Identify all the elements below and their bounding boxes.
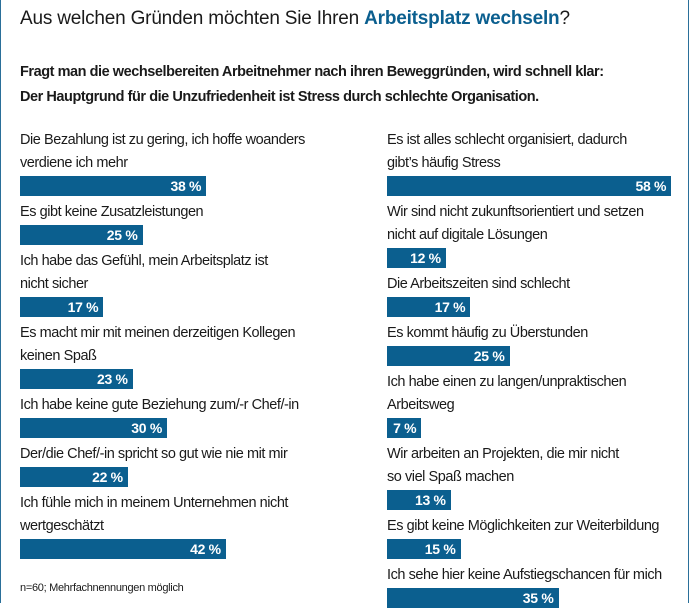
title-highlight: Arbeitsplatz wechseln xyxy=(364,8,560,29)
category-label: Es macht mir mit meinen derzeitigen Koll… xyxy=(20,325,296,341)
bar: 25 % xyxy=(20,225,143,245)
bar: 13 % xyxy=(387,490,451,510)
category-label: nicht auf digitale Lösungen xyxy=(387,227,548,243)
bar: 17 % xyxy=(387,297,471,317)
bar: 30 % xyxy=(20,418,167,438)
data-label: 25 % xyxy=(473,348,505,364)
bar: 12 % xyxy=(387,248,446,268)
category-label: Ich habe einen zu langen/unpraktischen xyxy=(387,374,627,390)
chart-item: Die Bezahlung ist zu gering, ich hoffe w… xyxy=(20,129,320,196)
data-label: 7 % xyxy=(393,420,417,436)
bar: 35 % xyxy=(387,588,559,608)
data-label: 23 % xyxy=(96,371,128,387)
subtitle-line: Der Hauptgrund für die Unzufriedenheit i… xyxy=(20,89,539,105)
chart-item: Wir sind nicht zukunftsorientiert und se… xyxy=(387,201,687,268)
data-label: 38 % xyxy=(170,178,202,194)
category-label: Wir arbeiten an Projekten, die mir nicht xyxy=(387,446,619,462)
category-label: so viel Spaß machen xyxy=(387,469,514,485)
category-label: Wir sind nicht zukunftsorientiert und se… xyxy=(387,204,644,220)
frame-border-left xyxy=(0,0,1,603)
chart-item: Es gibt keine Möglichkeiten zur Weiterbi… xyxy=(387,515,687,559)
data-label: 25 % xyxy=(106,227,138,243)
category-label: Die Bezahlung ist zu gering, ich hoffe w… xyxy=(20,132,305,148)
chart-item: Wir arbeiten an Projekten, die mir nicht… xyxy=(387,443,687,510)
category-label: Ich habe keine gute Beziehung zum/-r Che… xyxy=(20,397,299,413)
category-label: keinen Spaß xyxy=(20,348,97,364)
title-end: ? xyxy=(559,8,570,29)
bar: 42 % xyxy=(20,539,226,559)
bar: 25 % xyxy=(387,346,510,366)
chart-item: Ich fühle mich in meinem Unternehmen nic… xyxy=(20,492,320,559)
chart-item: Es macht mir mit meinen derzeitigen Koll… xyxy=(20,322,320,389)
category-label: Es ist alles schlecht organisiert, dadur… xyxy=(387,132,627,148)
chart-item: Ich sehe hier keine Aufstiegschancen für… xyxy=(387,564,687,608)
chart-item: Ich habe keine gute Beziehung zum/-r Che… xyxy=(20,394,320,438)
data-label: 42 % xyxy=(190,541,221,557)
category-label: gibt’s häufig Stress xyxy=(387,155,501,171)
chart-item: Es gibt keine Zusatzleistungen 25 % xyxy=(20,201,320,245)
chart-item: Ich habe das Gefühl, mein Arbeitsplatz i… xyxy=(20,250,320,317)
frame-border-right xyxy=(688,0,689,603)
bar: 7 % xyxy=(387,418,422,438)
bar: 22 % xyxy=(20,467,128,487)
bar: 15 % xyxy=(387,539,461,559)
category-label: Es gibt keine Zusatzleistungen xyxy=(20,204,204,220)
category-label: Ich fühle mich in meinem Unternehmen nic… xyxy=(20,495,289,511)
title-text: Aus welchen Gründen möchten Sie Ihren xyxy=(20,8,365,29)
category-label: wertgeschätzt xyxy=(20,518,104,534)
data-label: 15 % xyxy=(424,541,456,557)
data-label: 12 % xyxy=(410,250,441,266)
category-label: Die Arbeitszeiten sind schlecht xyxy=(387,276,570,292)
left-column: Die Bezahlung ist zu gering, ich hoffe w… xyxy=(20,129,320,564)
category-label: nicht sicher xyxy=(20,276,88,292)
data-label: 30 % xyxy=(131,420,162,436)
subtitle-line: Fragt man die wechselbereiten Arbeitnehm… xyxy=(20,64,604,80)
bar: 38 % xyxy=(20,176,207,196)
chart-item: Es ist alles schlecht organisiert, dadur… xyxy=(387,129,687,196)
category-label: Es gibt keine Möglichkeiten zur Weiterbi… xyxy=(387,518,660,534)
bar: 23 % xyxy=(20,369,133,389)
category-label: Arbeitsweg xyxy=(387,397,455,413)
data-label: 22 % xyxy=(92,469,123,485)
data-label: 17 % xyxy=(67,299,99,315)
chart-item: Ich habe einen zu langen/unpraktischen Ar… xyxy=(387,371,687,438)
data-label: 17 % xyxy=(434,299,466,315)
chart-item: Der/die Chef/-in spricht so gut wie nie … xyxy=(20,443,320,487)
data-label: 35 % xyxy=(522,590,554,606)
bar: 17 % xyxy=(20,297,104,317)
chart-item: Die Arbeitszeiten sind schlecht 17 % xyxy=(387,273,687,317)
chart-title: Aus welchen Gründen möchten Sie Ihren Ar… xyxy=(20,8,570,30)
category-label: Es kommt häufig zu Überstunden xyxy=(387,325,588,341)
category-label: Ich habe das Gefühl, mein Arbeitsplatz i… xyxy=(20,253,268,269)
category-label: verdiene ich mehr xyxy=(20,155,128,171)
data-label: 13 % xyxy=(414,492,446,508)
category-label: Der/die Chef/-in spricht so gut wie nie … xyxy=(20,446,288,462)
bar: 58 % xyxy=(387,176,672,196)
footnote: n=60; Mehrfachnennungen möglich xyxy=(20,582,184,594)
data-label: 58 % xyxy=(635,178,667,194)
chart-subtitle: Fragt man die wechselbereiten Arbeitnehm… xyxy=(20,60,604,110)
right-column: Es ist alles schlecht organisiert, dadur… xyxy=(387,129,687,610)
category-label: Ich sehe hier keine Aufstiegschancen für… xyxy=(387,567,662,583)
chart-item: Es kommt häufig zu Überstunden 25 % xyxy=(387,322,687,366)
